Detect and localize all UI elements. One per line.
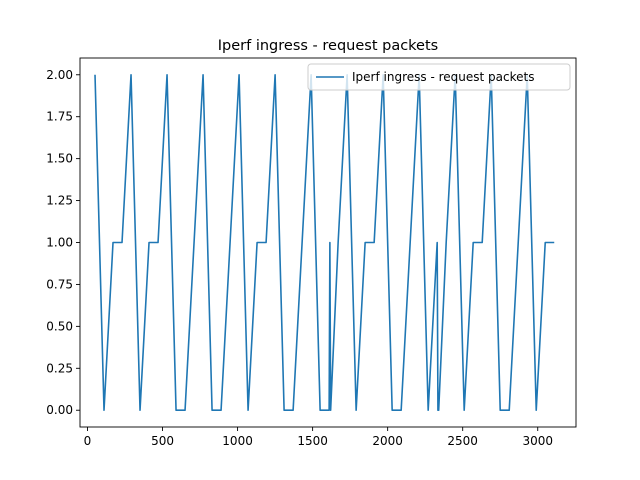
- y-tick-label: 0.00: [46, 403, 73, 417]
- x-tick-label: 3000: [522, 434, 553, 448]
- legend-box: [307, 63, 571, 91]
- y-tick-label: 1.00: [46, 236, 73, 250]
- chart-title: Iperf ingress - request packets: [218, 38, 438, 54]
- x-axis: 0 500 1000 1500 2000 2500 3000: [84, 427, 553, 448]
- legend: Iperf ingress - request packets: [307, 63, 571, 91]
- plot-area: [79, 57, 577, 428]
- y-tick-label: 2.00: [46, 68, 73, 82]
- x-tick-label: 0: [84, 434, 92, 448]
- x-tick-label: 500: [151, 434, 174, 448]
- y-tick-label: 0.25: [46, 361, 73, 375]
- x-tick-label: 1000: [222, 434, 253, 448]
- series-line-0: [94, 73, 555, 412]
- y-tick-label: 1.75: [46, 110, 73, 124]
- x-tick-label: 2500: [447, 434, 478, 448]
- y-tick-label: 1.25: [46, 194, 73, 208]
- x-tick-label: 1500: [297, 434, 328, 448]
- y-axis: 0.00 0.25 0.50 0.75 1.00 1.25 1.50 1.75 2.00: [46, 68, 80, 417]
- y-tick-label: 0.50: [46, 319, 73, 333]
- x-tick-label: 2000: [372, 434, 403, 448]
- y-tick-label: 0.75: [46, 277, 73, 291]
- legend-label: Iperf ingress - request packets: [352, 70, 534, 84]
- y-tick-label: 1.50: [46, 152, 73, 166]
